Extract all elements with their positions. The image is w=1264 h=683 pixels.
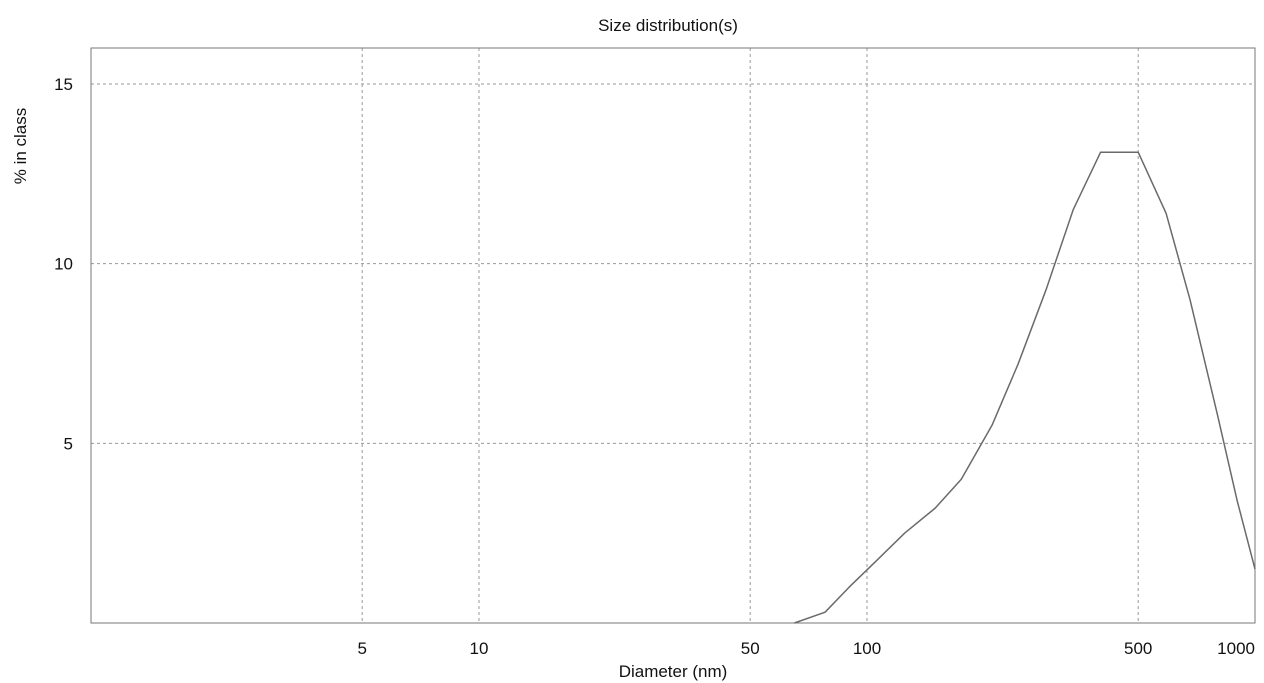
x-tick-label: 5: [357, 639, 366, 658]
series-line: [794, 151, 1256, 624]
y-tick-label: 10: [54, 255, 73, 274]
x-tick-label: 50: [741, 639, 760, 658]
y-axis-ticks: 5 10 15: [54, 75, 73, 453]
chart-title: Size distribution(s): [598, 16, 738, 35]
x-tick-label: 1000: [1217, 639, 1255, 658]
x-tick-label: 100: [853, 639, 881, 658]
x-axis-ticks: 5 10 50 100 500 1000: [357, 639, 1255, 658]
y-tick-label: 15: [54, 75, 73, 94]
x-tick-label: 500: [1124, 639, 1152, 658]
x-axis-label: Diameter (nm): [619, 662, 728, 681]
series-group: [794, 151, 1256, 624]
plot-area-frame: [90, 47, 1256, 624]
grid-lines: [91, 48, 1255, 623]
x-tick-label: 10: [470, 639, 489, 658]
y-axis-label: % in class: [11, 108, 30, 185]
y-tick-label: 5: [64, 434, 73, 453]
